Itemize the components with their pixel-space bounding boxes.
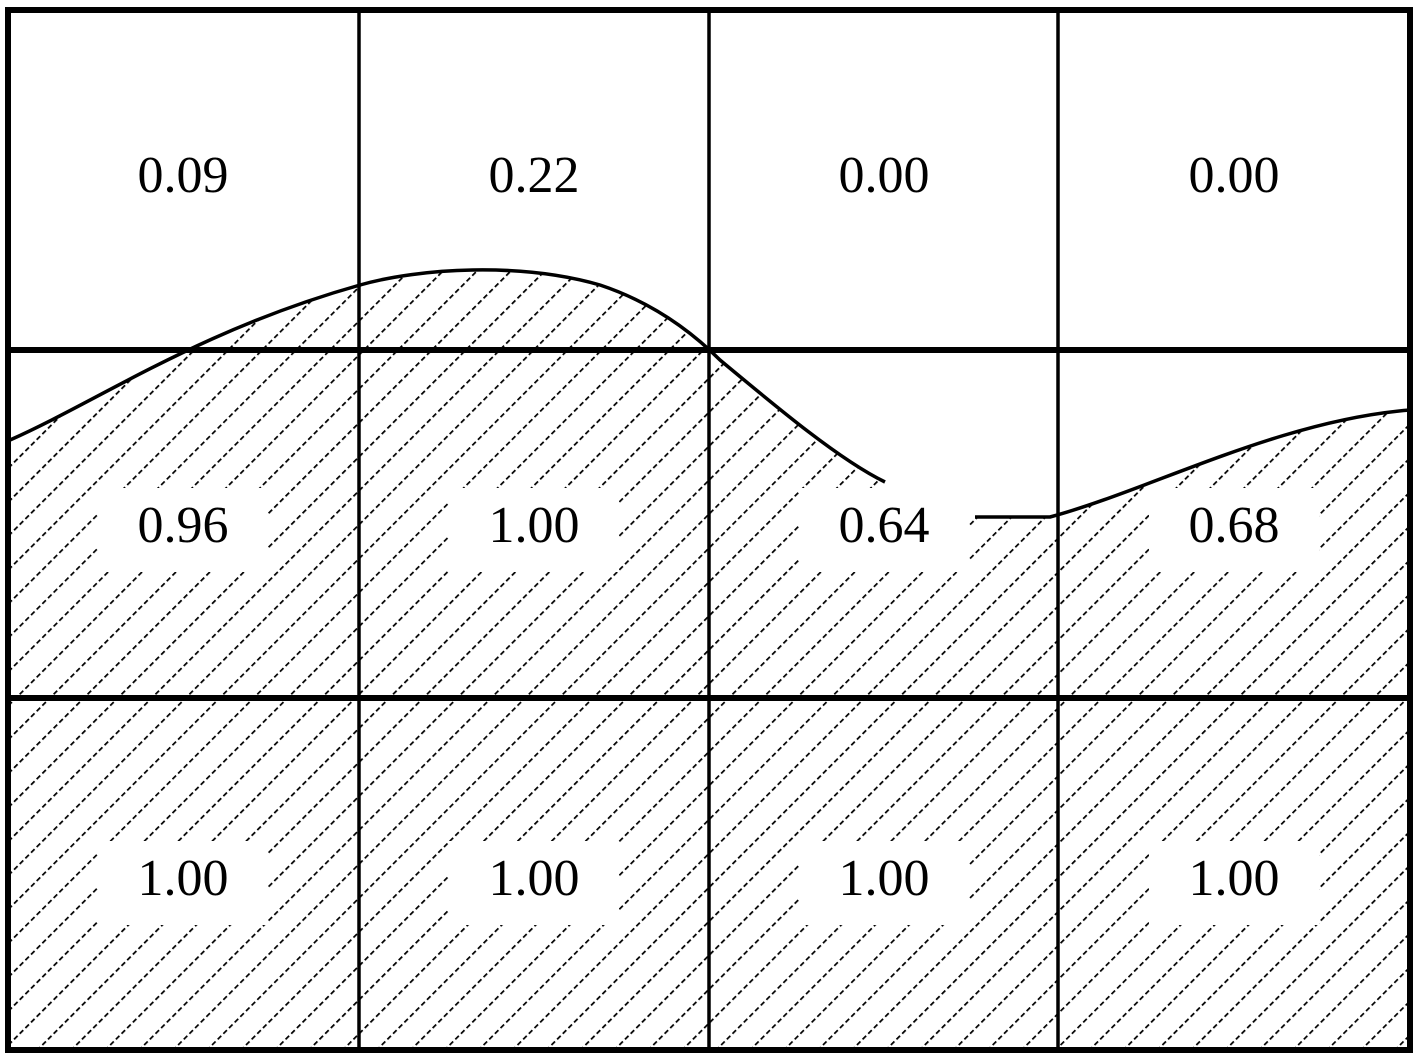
grid-border [5,7,1413,1053]
cell-value: 1.00 [489,497,580,554]
cell-value: 0.22 [489,147,580,204]
cell-value: 1.00 [839,850,930,907]
label-background [799,841,969,925]
cell-value: 1.00 [1189,850,1280,907]
cell-value: 0.00 [839,147,930,204]
cell-value: 0.09 [138,147,229,204]
label-background [1149,841,1319,925]
interface-curve [975,408,1411,519]
label-background [98,841,268,925]
cell-value: 1.00 [489,850,580,907]
grid-lines [5,7,1413,1053]
cell-value: 0.00 [1189,147,1280,204]
interface-curve [9,268,886,484]
label-background [799,488,969,572]
label-background [449,488,619,572]
cell-value: 0.64 [839,497,930,554]
cell-labels: 0.09 0.22 0.00 0.00 0.96 1.00 0.64 0.68 1.00 1.00… [98,147,1319,925]
cell-value: 1.00 [138,850,229,907]
label-background [449,841,619,925]
label-background [98,488,268,572]
label-background [1149,488,1319,572]
cell-value: 0.68 [1189,497,1280,554]
cell-value: 0.96 [138,497,229,554]
